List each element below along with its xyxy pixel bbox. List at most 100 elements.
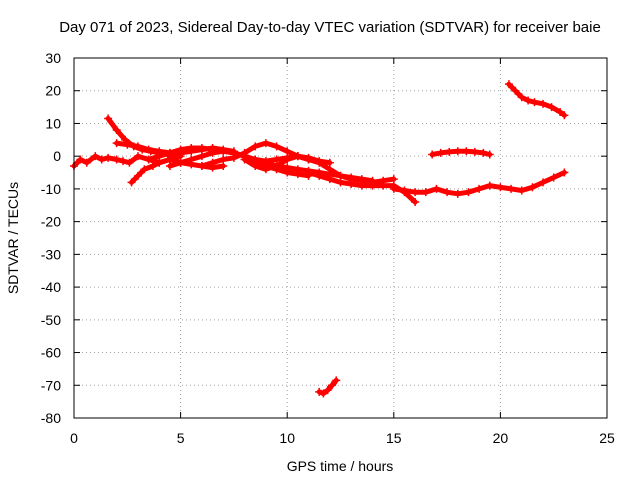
data-point: [261, 157, 270, 166]
data-point: [133, 152, 142, 161]
data-point: [112, 139, 121, 148]
data-point: [155, 152, 164, 161]
y-tick-label: -20: [41, 214, 61, 230]
x-tick-label: 10: [279, 430, 295, 446]
data-point: [485, 181, 494, 190]
data-point: [325, 175, 334, 184]
data-point: [272, 162, 281, 170]
data-point: [432, 184, 441, 193]
data-point: [517, 186, 526, 195]
data-point: [304, 168, 313, 177]
data-point: [119, 157, 128, 166]
data-point: [283, 155, 292, 164]
data-point: [379, 181, 388, 190]
data-point: [368, 181, 377, 190]
data-point: [475, 184, 484, 193]
data-point: [347, 180, 356, 188]
y-tick-label: -50: [41, 312, 61, 328]
data-point: [97, 155, 106, 164]
data-point: [104, 114, 113, 123]
data-point: [272, 142, 281, 151]
x-tick-label: 5: [177, 430, 185, 446]
data-point: [323, 386, 332, 395]
y-tick-label: 30: [45, 50, 61, 66]
data-point: [436, 148, 445, 157]
data-point: [524, 96, 533, 105]
data-point: [293, 152, 302, 161]
data-point: [123, 140, 132, 149]
data-point: [304, 155, 313, 164]
data-point: [336, 178, 345, 187]
data-point: [445, 147, 454, 156]
data-point: [315, 158, 324, 167]
data-point: [470, 147, 479, 156]
x-axis-ticks: 0 5 10 15 20 25: [70, 58, 615, 446]
data-point: [528, 183, 537, 192]
data-point: [549, 173, 558, 182]
data-point: [144, 145, 153, 154]
data-point: [319, 389, 328, 398]
data-point: [76, 155, 85, 164]
data-point: [411, 188, 420, 197]
series-arc13: [504, 80, 569, 120]
data-point: [421, 188, 430, 197]
chart-title: Day 071 of 2023, Sidereal Day-to-day VTE…: [59, 19, 601, 36]
y-tick-label: 10: [45, 115, 61, 131]
series-line: [506, 81, 567, 118]
series-arc10: [304, 168, 420, 206]
data-point: [327, 381, 336, 390]
data-point: [511, 86, 520, 95]
data-point: [496, 183, 505, 192]
y-axis-ticks: -80 -70 -60 -50 -40 -30 -20 -10 0 10 20 30: [41, 50, 607, 426]
data-point: [140, 165, 149, 174]
data-point: [208, 148, 217, 157]
y-tick-label: -40: [41, 279, 61, 295]
data-point: [165, 162, 174, 170]
data-point: [462, 147, 471, 156]
data-point: [112, 155, 121, 164]
data-point: [315, 387, 324, 396]
y-tick-label: -30: [41, 246, 61, 262]
data-point: [560, 168, 569, 177]
data-point: [197, 144, 206, 152]
y-tick-label: 20: [45, 83, 61, 99]
data-point: [530, 98, 539, 107]
data-point: [251, 142, 260, 151]
data-point: [112, 126, 121, 134]
data-point: [411, 198, 420, 206]
data-point: [125, 158, 134, 167]
y-tick-label: -10: [41, 181, 61, 197]
data-point: [104, 153, 113, 162]
data-point: [547, 103, 556, 112]
y-tick-label: -80: [41, 410, 61, 426]
data-point: [283, 163, 292, 172]
data-point: [315, 171, 324, 180]
data-point: [485, 150, 494, 159]
data-point: [144, 155, 153, 164]
y-axis-label: SDTVAR / TECUs: [5, 182, 21, 294]
data-point: [539, 178, 548, 187]
series-arc11: [389, 168, 569, 198]
data-point: [261, 165, 270, 174]
data-point: [127, 178, 136, 187]
series-arc12: [428, 147, 494, 159]
data-point: [208, 158, 217, 167]
y-tick-label: -70: [41, 377, 61, 393]
y-tick-label: 0: [53, 148, 61, 164]
data-point: [539, 99, 548, 108]
data-point: [507, 184, 516, 193]
data-point: [504, 80, 513, 89]
data-point: [91, 152, 100, 161]
data-point: [133, 171, 142, 180]
data-point: [560, 111, 569, 120]
plot-frame: [73, 57, 608, 419]
data-point: [389, 184, 398, 193]
data-point: [357, 181, 366, 190]
data-point: [176, 145, 185, 154]
data-point: [556, 108, 565, 116]
data-point: [148, 162, 157, 170]
grid: [74, 58, 607, 418]
data-point: [261, 139, 270, 148]
data-point: [400, 186, 409, 195]
data-point: [229, 148, 238, 157]
